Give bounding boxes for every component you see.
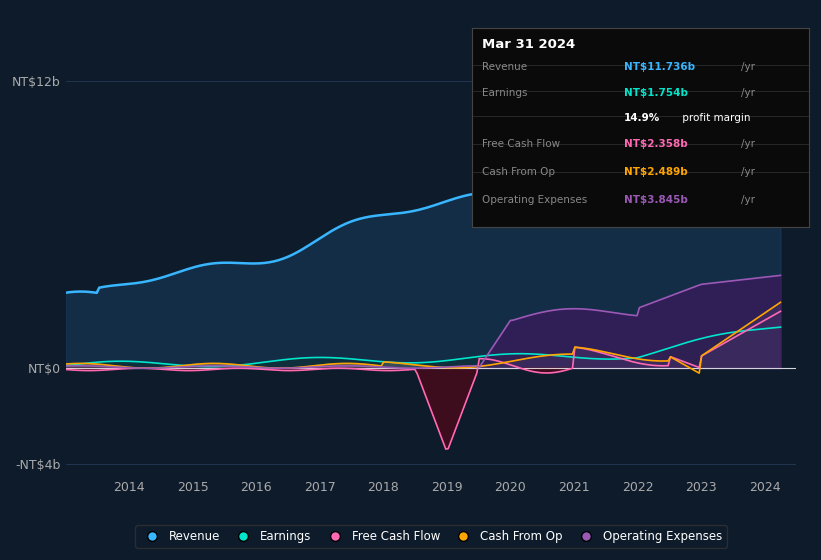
Text: Revenue: Revenue <box>482 62 527 72</box>
Text: Operating Expenses: Operating Expenses <box>482 195 587 205</box>
Text: NT$2.489b: NT$2.489b <box>624 167 687 177</box>
Text: NT$3.845b: NT$3.845b <box>624 195 687 205</box>
Text: NT$2.358b: NT$2.358b <box>624 139 687 150</box>
Text: Mar 31 2024: Mar 31 2024 <box>482 38 576 51</box>
Text: /yr: /yr <box>741 62 755 72</box>
Text: profit margin: profit margin <box>679 114 750 124</box>
Text: /yr: /yr <box>741 167 755 177</box>
Legend: Revenue, Earnings, Free Cash Flow, Cash From Op, Operating Expenses: Revenue, Earnings, Free Cash Flow, Cash … <box>135 525 727 548</box>
Text: /yr: /yr <box>741 139 755 150</box>
Text: NT$1.754b: NT$1.754b <box>624 87 687 97</box>
Text: Cash From Op: Cash From Op <box>482 167 555 177</box>
Text: /yr: /yr <box>741 87 755 97</box>
Text: Free Cash Flow: Free Cash Flow <box>482 139 560 150</box>
Text: Earnings: Earnings <box>482 87 528 97</box>
Text: 14.9%: 14.9% <box>624 114 660 124</box>
Text: /yr: /yr <box>741 195 755 205</box>
Text: NT$11.736b: NT$11.736b <box>624 62 695 72</box>
